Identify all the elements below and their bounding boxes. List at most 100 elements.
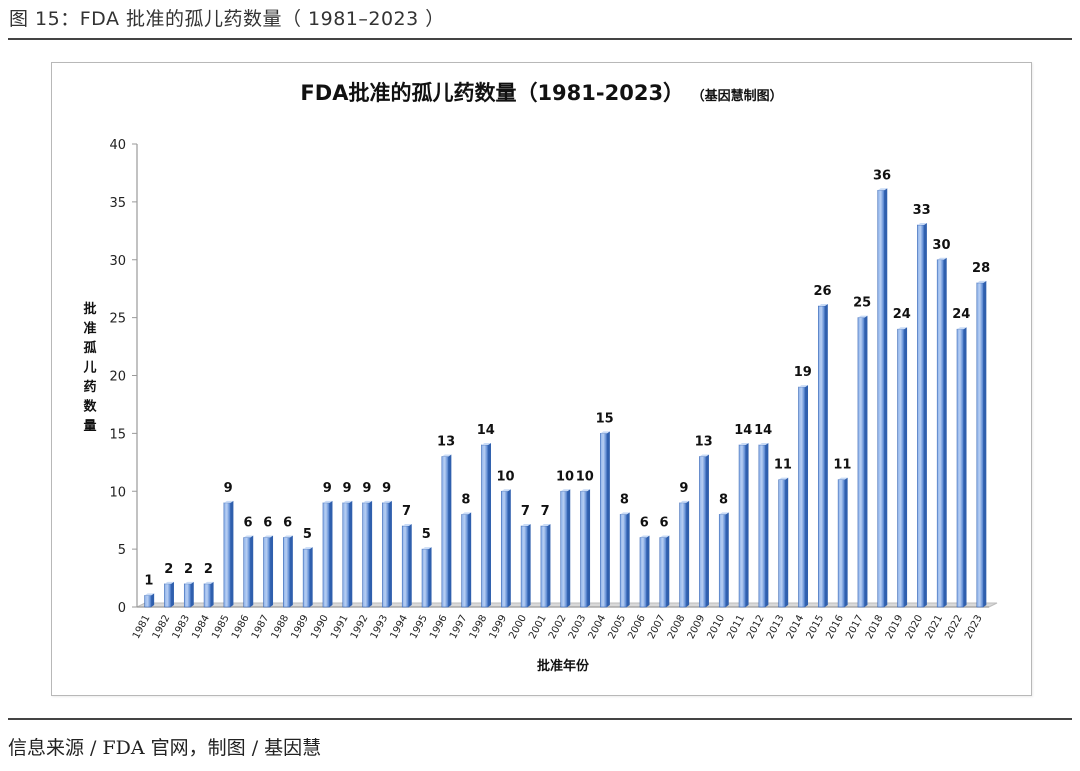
x-tick-label: 1986 xyxy=(230,613,252,641)
x-tick-label: 1991 xyxy=(329,613,351,641)
bar-top xyxy=(798,385,809,388)
bar-side xyxy=(468,512,472,607)
bar-top xyxy=(818,304,828,307)
bar-top xyxy=(362,500,373,503)
x-tick-label: 2004 xyxy=(587,613,609,641)
bar-side xyxy=(210,581,214,607)
bar-value-label: 24 xyxy=(893,307,911,322)
bar-top xyxy=(639,535,650,538)
bar xyxy=(461,514,469,608)
bar-side xyxy=(507,489,511,607)
bar-side xyxy=(151,593,155,607)
bar xyxy=(322,502,330,608)
bar-value-label: 15 xyxy=(596,411,614,426)
x-tick-label: 2011 xyxy=(725,613,747,641)
bar-value-label: 10 xyxy=(576,469,594,484)
bar-top xyxy=(461,512,472,515)
bar-side xyxy=(270,535,274,607)
chart-title: FDA批准的孤儿药数量（1981-2023） （基因慧制图） xyxy=(52,77,1031,107)
bar-value-label: 7 xyxy=(541,504,550,519)
x-tick-label: 2009 xyxy=(686,613,708,641)
x-tick-label: 2015 xyxy=(805,613,827,641)
bar-value-label: 8 xyxy=(719,492,728,507)
x-tick-label: 2005 xyxy=(606,613,628,641)
bar-top xyxy=(976,280,987,283)
bar-side xyxy=(567,489,571,607)
x-tick-label: 1984 xyxy=(190,613,212,641)
y-tick-label: 40 xyxy=(109,138,126,153)
bar-top xyxy=(937,257,947,260)
bar-side xyxy=(448,454,452,607)
bar-side xyxy=(250,535,254,607)
bar-top xyxy=(540,523,551,526)
x-tick-label: 1993 xyxy=(369,613,391,641)
x-tick-label: 2003 xyxy=(567,613,589,641)
x-axis-label: 批准年份 xyxy=(537,658,590,674)
bar-value-label: 28 xyxy=(972,261,990,276)
bar-top xyxy=(699,454,709,457)
bar xyxy=(144,595,152,608)
bar xyxy=(798,386,806,608)
bar-top xyxy=(560,489,571,492)
bar-value-label: 14 xyxy=(734,423,752,438)
bar-top xyxy=(620,512,630,515)
bar-top xyxy=(857,315,868,318)
bar-side xyxy=(646,535,650,607)
bar-value-label: 9 xyxy=(679,481,688,496)
x-tick-label: 1988 xyxy=(270,613,292,641)
bar-side xyxy=(686,500,690,607)
caption-divider xyxy=(8,38,1072,40)
bar-value-label: 7 xyxy=(521,504,530,519)
bar xyxy=(936,259,945,608)
x-tick-label: 2014 xyxy=(785,613,807,641)
x-tick-label: 1996 xyxy=(428,613,450,641)
bar-value-label: 25 xyxy=(853,296,871,311)
bar-top xyxy=(877,188,888,191)
bar-value-label: 14 xyxy=(754,423,772,438)
bar xyxy=(778,479,786,608)
bar-top xyxy=(679,500,690,503)
bar-top xyxy=(481,442,491,445)
x-tick-label: 2013 xyxy=(765,613,787,641)
bar xyxy=(441,456,449,608)
bar-side xyxy=(309,547,313,607)
y-tick-label: 30 xyxy=(109,254,126,269)
source-divider xyxy=(8,718,1072,720)
bar-value-label: 5 xyxy=(422,527,431,542)
bar-value-label: 10 xyxy=(556,469,574,484)
bar xyxy=(758,444,766,608)
bar-value-label: 36 xyxy=(873,168,891,183)
bar-value-label: 6 xyxy=(283,516,292,531)
x-tick-label: 2010 xyxy=(705,613,727,641)
bar-top xyxy=(422,547,432,550)
bar xyxy=(877,190,885,608)
bar-value-label: 24 xyxy=(952,307,970,322)
bar-top xyxy=(144,593,155,596)
bar-value-label: 7 xyxy=(402,504,411,519)
x-tick-label: 1987 xyxy=(250,613,272,641)
bar-side xyxy=(844,477,848,607)
bar-top xyxy=(580,489,591,492)
bar-top xyxy=(758,442,769,445)
bar xyxy=(699,456,707,608)
figure-caption: 图 15：FDA 批准的孤儿药数量（ 1981–2023 ） xyxy=(9,8,445,30)
bar xyxy=(401,525,410,608)
bar-side xyxy=(904,327,908,607)
bar-value-label: 33 xyxy=(913,203,931,218)
bar-top xyxy=(600,431,610,434)
bar-side xyxy=(705,454,709,607)
bar-top xyxy=(838,477,848,480)
bar-side xyxy=(923,223,927,607)
bar-value-label: 5 xyxy=(303,527,312,542)
bar-top xyxy=(501,489,511,492)
bar-side xyxy=(785,477,789,607)
bar-top xyxy=(659,535,670,538)
chart-title-note: （基因慧制图） xyxy=(698,89,783,104)
bar-top xyxy=(917,223,927,226)
bar-side xyxy=(725,512,729,607)
bar-side xyxy=(606,431,610,607)
bar-side xyxy=(765,442,769,607)
bar xyxy=(837,479,845,608)
bar-top xyxy=(223,500,234,503)
bar xyxy=(897,328,905,608)
